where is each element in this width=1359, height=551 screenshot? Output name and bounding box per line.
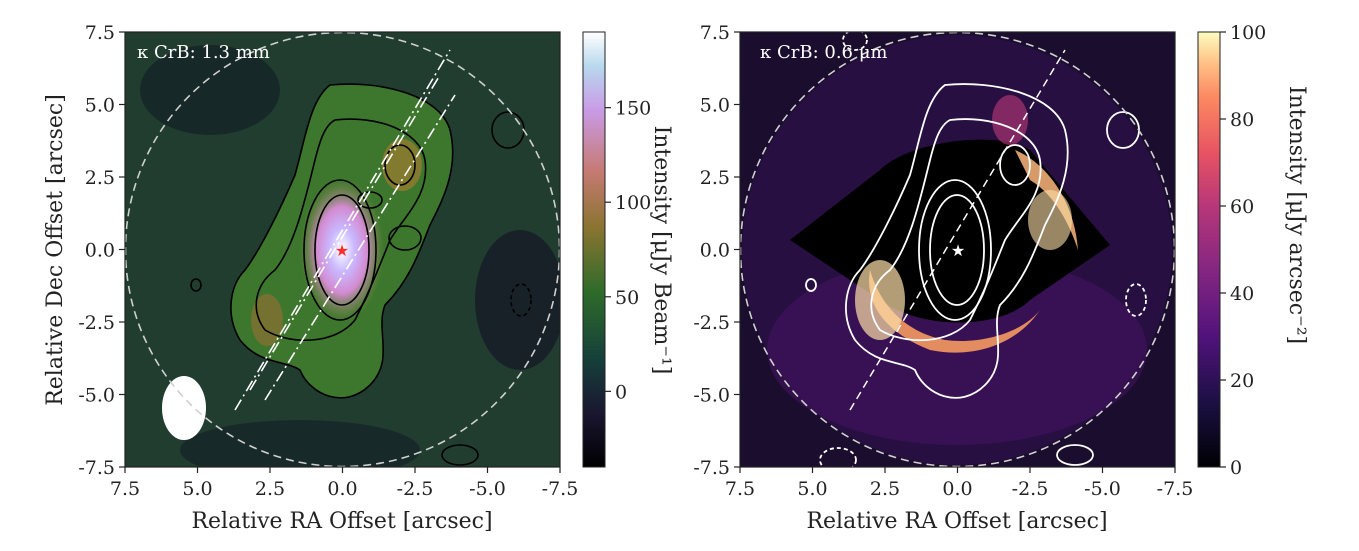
panel1-dark-patch — [140, 45, 280, 135]
x-tick-label: -5.0 — [469, 478, 506, 500]
panel1-x-axis-label: Relative RA Offset [arcsec] — [191, 509, 492, 534]
panel2-x-ticks: 7.5 5.0 2.5 0.0 -2.5 -5.0 -7.5 — [725, 467, 1193, 500]
panel1-inset-label: κ CrB: 1.3 mm — [137, 42, 270, 63]
panel1-dark-patch — [180, 420, 420, 467]
panel2-scattered-light — [855, 260, 905, 340]
colorbar-tick-label: 40 — [1230, 283, 1254, 305]
y-tick-label: 7.5 — [85, 22, 115, 44]
panel2-y-ticks: 7.5 5.0 2.5 0.0 -2.5 -5.0 -7.5 — [693, 22, 740, 479]
panel1-beam-ellipse — [162, 376, 206, 440]
y-tick-label: -2.5 — [78, 312, 115, 334]
colorbar-tick-label: 80 — [1230, 109, 1254, 131]
colorbar-tick-label: 50 — [615, 287, 639, 309]
y-tick-label: 5.0 — [700, 95, 730, 117]
x-tick-label: 2.5 — [870, 478, 900, 500]
panel2-colorbar — [1197, 31, 1221, 468]
y-tick-label: -7.5 — [693, 457, 730, 479]
x-tick-label: 7.5 — [110, 478, 140, 500]
panel1-y-ticks: 7.5 5.0 2.5 0.0 -2.5 -5.0 -7.5 — [78, 22, 125, 479]
x-tick-label: -7.5 — [1157, 478, 1194, 500]
panel1-emission-hotspot — [382, 139, 422, 191]
panel2-axis-line — [849, 49, 1066, 411]
y-tick-label: -5.0 — [693, 385, 730, 407]
panel-1-mm: ★ κ CrB: 1.3 mm 7.5 5.0 2.5 0.0 -2.5 -5.0 -7.5… — [43, 22, 674, 534]
x-tick-label: 5.0 — [182, 478, 212, 500]
x-tick-label: -5.0 — [1084, 478, 1121, 500]
panel1-colorbar — [582, 31, 606, 468]
panel2-star-marker: ★ — [951, 241, 965, 260]
panel1-axis-lines — [234, 49, 456, 411]
panel2-colorbar-ticks: 100 80 60 40 20 0 — [1220, 22, 1266, 479]
panel2-scattered-light — [1015, 150, 1078, 250]
panel1-y-axis-label: Relative Dec Offset [arcsec] — [43, 94, 68, 406]
y-tick-label: 2.5 — [85, 167, 115, 189]
colorbar-tick-label: 100 — [1230, 22, 1266, 44]
panel2-inset-label: κ CrB: 0.6 μm — [760, 42, 887, 63]
x-tick-label: -7.5 — [542, 478, 579, 500]
panel2-scattered-light — [1028, 190, 1072, 250]
panel1-contours — [190, 83, 532, 466]
panel1-colorbar-ticks: 150 100 50 0 — [605, 98, 651, 403]
colorbar-tick-label: 150 — [615, 98, 651, 120]
colorbar-tick-label: 0 — [1230, 457, 1242, 479]
y-tick-label: 2.5 — [700, 167, 730, 189]
x-tick-label: -2.5 — [397, 478, 434, 500]
y-tick-label: -7.5 — [78, 457, 115, 479]
y-tick-label: 0.0 — [85, 240, 115, 262]
panel1-x-ticks: 7.5 5.0 2.5 0.0 -2.5 -5.0 -7.5 — [110, 467, 578, 500]
colorbar-tick-label: 60 — [1230, 196, 1254, 218]
panel-2-optical: ★ κ CrB: 0.6 μm 7.5 5.0 2.5 0.0 -2.5 -5.0 -7.5… — [693, 22, 1309, 534]
colorbar-tick-label: 0 — [615, 381, 627, 403]
panel2-contours — [805, 32, 1147, 467]
y-tick-label: -5.0 — [78, 385, 115, 407]
panel2-colorbar-label: Intensity [μJy arcsec⁻²] — [1284, 86, 1309, 344]
y-tick-label: 7.5 — [700, 22, 730, 44]
panel1-colorbar-label: Intensity [μJy Beam⁻¹] — [649, 126, 674, 375]
panel2-x-axis-label: Relative RA Offset [arcsec] — [806, 509, 1107, 534]
y-tick-label: 0.0 — [700, 240, 730, 262]
colorbar-tick-label: 20 — [1230, 370, 1254, 392]
panel1-emission-hotspot — [251, 294, 283, 346]
x-tick-label: 2.5 — [255, 478, 285, 500]
x-tick-label: 0.0 — [942, 478, 972, 500]
colorbar-tick-label: 100 — [615, 192, 651, 214]
y-tick-label: -2.5 — [693, 312, 730, 334]
x-tick-label: -2.5 — [1012, 478, 1049, 500]
x-tick-label: 5.0 — [797, 478, 827, 500]
panel1-star-marker: ★ — [335, 241, 349, 260]
x-tick-label: 7.5 — [725, 478, 755, 500]
y-tick-label: 5.0 — [85, 95, 115, 117]
panel2-scattered-light — [992, 95, 1028, 145]
panel2-scattered-light — [869, 270, 1040, 353]
x-tick-label: 0.0 — [327, 478, 357, 500]
panel1-dark-patch — [475, 230, 560, 370]
